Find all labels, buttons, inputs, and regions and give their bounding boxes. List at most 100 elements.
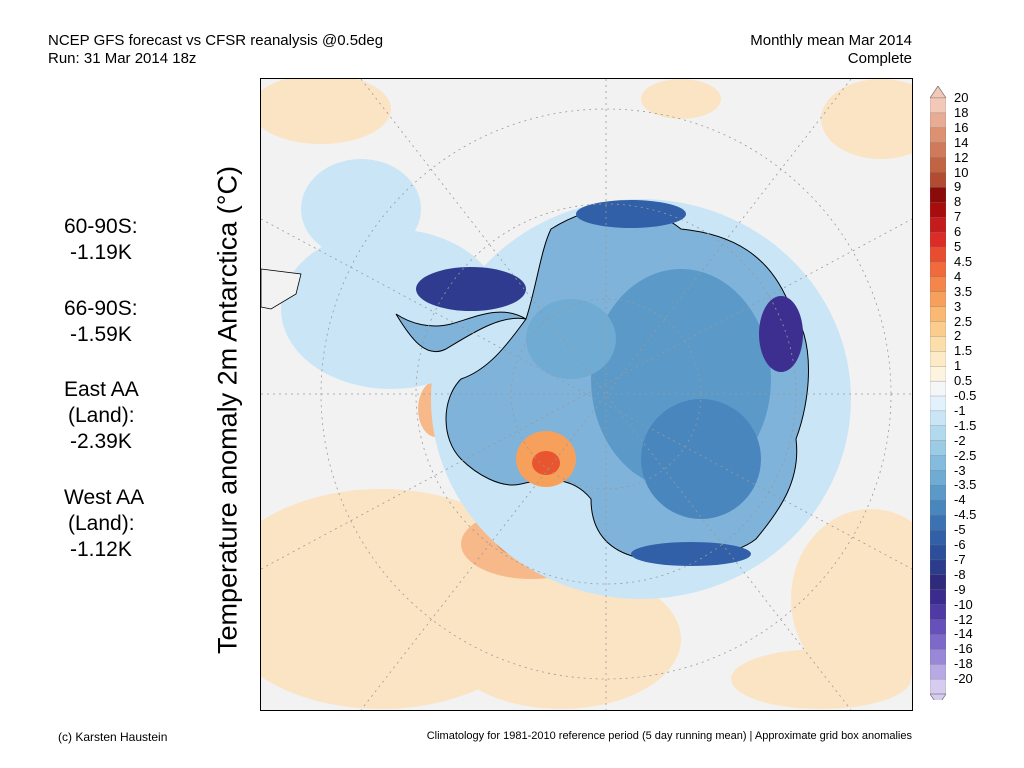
ross-sea-warm-core	[532, 451, 560, 475]
colorbar-level-label: 7	[954, 209, 962, 225]
colorbar-swatch	[930, 664, 946, 680]
colorbar-level-label: 16	[954, 119, 969, 135]
colorbar-level-label: -6	[954, 537, 966, 552]
colorbar-level-label: 8	[954, 194, 962, 210]
colorbar-level-label: 4	[954, 268, 962, 284]
period-block: Monthly mean Mar 2014 Complete	[750, 32, 912, 68]
stat-west-aa: West AA (Land): -1.12K	[64, 485, 144, 563]
colorbar-swatch	[930, 455, 946, 471]
stat-value: -2.39K	[70, 430, 132, 453]
period-line-2: Complete	[847, 50, 912, 67]
colorbar-bottom-arrow	[930, 693, 946, 700]
colorbar-swatch	[930, 321, 946, 337]
colorbar-level-label: 18	[954, 104, 969, 120]
colorbar-swatch	[930, 619, 946, 635]
colorbar-swatch	[930, 336, 946, 352]
warm-patch	[791, 509, 912, 689]
warm-patch	[821, 79, 912, 159]
colorbar-swatch	[930, 574, 946, 591]
colorbar-swatch	[930, 217, 946, 233]
colorbar-swatch	[930, 604, 946, 620]
colorbar-swatch	[930, 97, 946, 114]
colorbar-level-label: 5	[954, 239, 962, 254]
colorbar-level-label: -20	[954, 671, 973, 687]
colorbar-level-label: 12	[954, 149, 969, 165]
footer-note: Climatology for 1981-2010 reference peri…	[426, 730, 912, 742]
colorbar-swatch	[930, 231, 946, 248]
colorbar-swatch	[930, 112, 946, 129]
colorbar-level-label: -16	[954, 641, 973, 657]
colorbar-level-label: -0.5	[954, 388, 977, 403]
colorbar-swatch	[930, 187, 946, 203]
colorbar-swatch	[930, 425, 946, 442]
colorbar-level-label: -5	[954, 522, 966, 538]
colorbar-level-label: -9	[954, 581, 966, 597]
stat-label: 60-90S:	[64, 215, 138, 238]
colorbar-swatch	[930, 246, 946, 263]
colorbar-swatch	[930, 634, 946, 650]
colorbar-level-label: 4.5	[954, 253, 973, 269]
colorbar-top-arrow	[930, 86, 946, 99]
colorbar-level-label: 14	[954, 134, 969, 150]
colorbar-swatch	[930, 500, 946, 516]
graticule	[261, 79, 912, 710]
colorbar-level-label: 2	[954, 328, 962, 344]
title-block: NCEP GFS forecast vs CFSR reanalysis @0.…	[48, 32, 383, 68]
colorbar-swatch	[930, 142, 946, 159]
stat-label-sub: (Land):	[68, 512, 135, 535]
stat-66-90s: 66-90S: -1.59K	[64, 296, 138, 348]
colorbar-swatch	[930, 485, 946, 501]
cold-interior	[526, 299, 616, 379]
colorbar-swatch	[930, 440, 946, 457]
stat-label: West AA	[64, 486, 145, 509]
colorbar-level-label: 1.5	[954, 343, 973, 359]
cold-edge	[416, 267, 526, 311]
warm-patch	[261, 79, 391, 144]
colorbar-level-label: -3.5	[954, 477, 977, 493]
title-line-2: Run: 31 Mar 2014 18z	[48, 50, 197, 67]
stat-label: 66-90S:	[64, 297, 138, 320]
stat-value: -1.12K	[70, 538, 132, 561]
colorbar-level-label: -14	[954, 626, 973, 642]
warm-patch	[731, 649, 911, 709]
title-line-1: NCEP GFS forecast vs CFSR reanalysis @0.…	[48, 32, 384, 49]
colorbar-swatch	[930, 351, 946, 367]
colorbar-swatch	[930, 366, 946, 382]
cold-ring	[301, 159, 421, 259]
colorbar-level-label: -4	[954, 492, 966, 508]
axis-label: Temperature anomaly 2m Antarctica (°C)	[212, 166, 243, 654]
cold-edge	[631, 542, 751, 566]
colorbar-level-label: 1	[954, 358, 962, 374]
colorbar-swatch	[930, 410, 946, 427]
colorbar-swatch	[930, 544, 946, 561]
stat-value: -1.59K	[70, 323, 132, 346]
colorbar-level-label: -3	[954, 462, 966, 478]
colorbar-swatch	[930, 172, 946, 188]
colorbar-swatch	[930, 261, 946, 278]
colorbar-swatch	[930, 529, 946, 546]
stat-label-sub: (Land):	[68, 404, 135, 427]
colorbar-swatch	[930, 470, 946, 486]
colorbar-swatch	[930, 291, 946, 308]
colorbar-level-label: -12	[954, 611, 973, 627]
colorbar-level-label: 0.5	[954, 373, 973, 389]
warm-patch	[641, 79, 721, 119]
cold-interior	[641, 399, 761, 519]
cold-extreme	[759, 296, 803, 372]
colorbar-level-label: -10	[954, 596, 973, 612]
colorbar-level-label: -4.5	[954, 507, 977, 523]
stat-label: East AA	[64, 378, 139, 401]
south-america-coast	[261, 268, 302, 310]
colorbar-level-label: -7	[954, 551, 966, 567]
stat-east-aa: East AA (Land): -2.39K	[64, 377, 139, 455]
colorbar-swatch	[930, 589, 946, 606]
colorbar-swatch	[930, 306, 946, 322]
map-canvas	[261, 79, 912, 710]
footer-credit: (c) Karsten Haustein	[58, 730, 168, 744]
stat-60-90s: 60-90S: -1.19K	[64, 214, 138, 266]
colorbar-level-label: -2.5	[954, 447, 977, 463]
colorbar-level-label: 3	[954, 298, 962, 314]
colorbar	[930, 86, 946, 700]
colorbar-level-label: -1	[954, 402, 966, 418]
colorbar-swatch	[930, 395, 946, 412]
